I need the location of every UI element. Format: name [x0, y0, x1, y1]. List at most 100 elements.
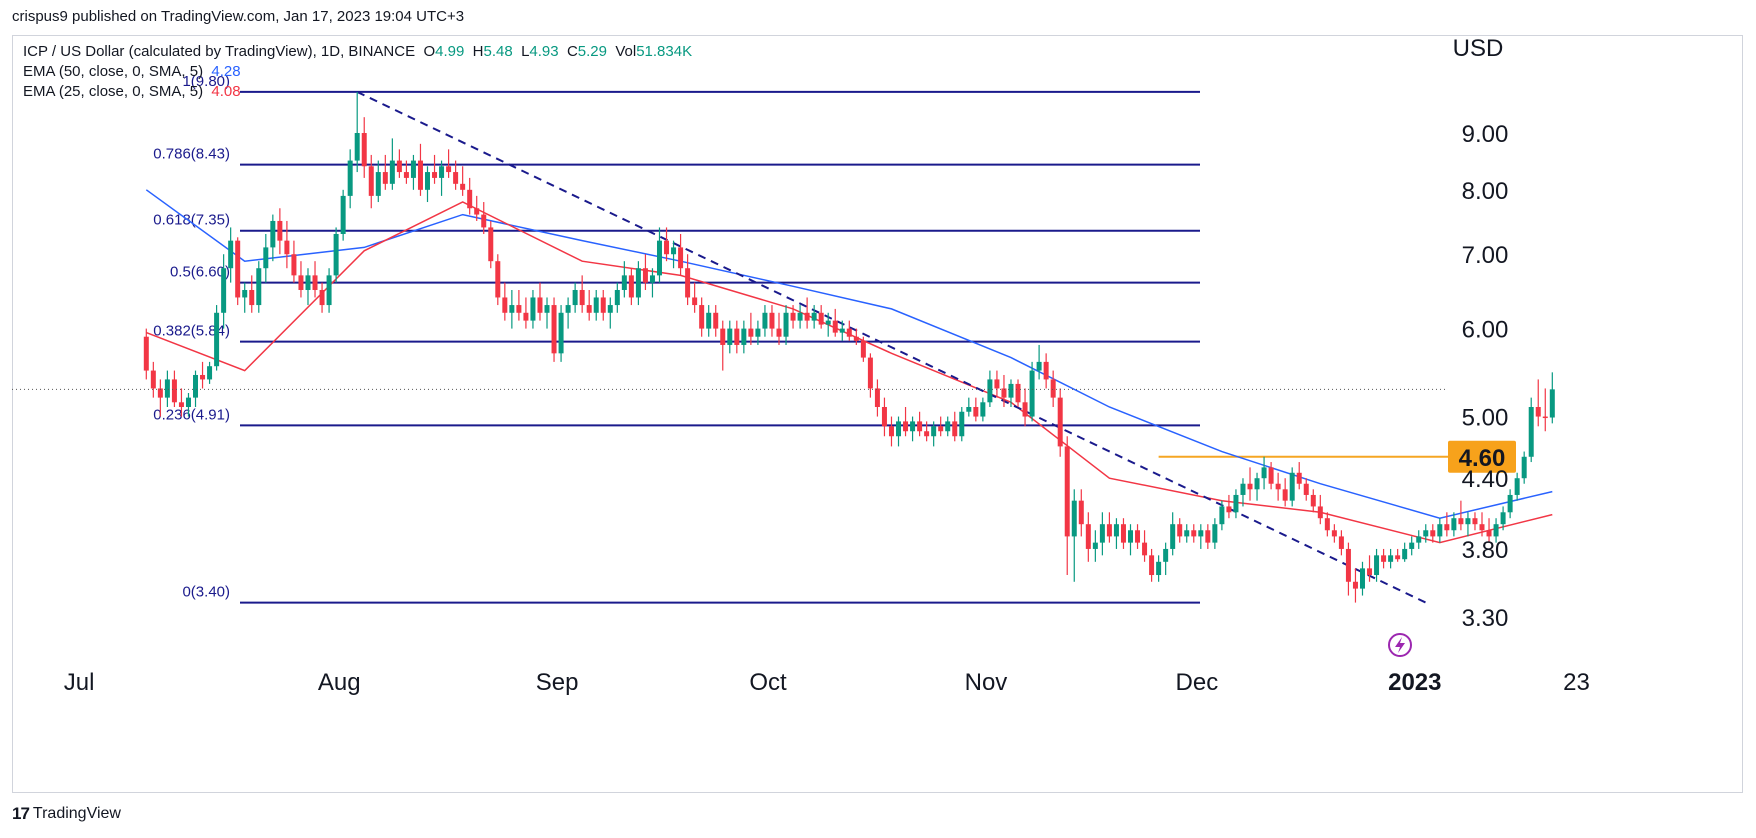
candle[interactable]: [664, 227, 670, 262]
candle[interactable]: [621, 261, 627, 298]
candle[interactable]: [797, 305, 803, 329]
candle[interactable]: [741, 320, 747, 354]
candle[interactable]: [846, 320, 852, 341]
candle[interactable]: [692, 282, 698, 313]
candle[interactable]: [509, 289, 515, 329]
candle[interactable]: [544, 297, 550, 329]
candle[interactable]: [214, 305, 220, 371]
candle[interactable]: [1535, 379, 1541, 427]
candle[interactable]: [326, 268, 332, 313]
candle[interactable]: [973, 397, 979, 422]
candle[interactable]: [537, 282, 543, 321]
candle[interactable]: [1036, 344, 1042, 380]
candle[interactable]: [474, 195, 480, 221]
candle[interactable]: [1226, 494, 1232, 519]
candle[interactable]: [1142, 530, 1148, 562]
candle[interactable]: [1254, 472, 1260, 501]
candle[interactable]: [523, 297, 529, 329]
candle[interactable]: [867, 353, 873, 398]
candle[interactable]: [762, 305, 768, 337]
candle[interactable]: [1542, 388, 1548, 432]
candle[interactable]: [164, 370, 170, 407]
candle[interactable]: [881, 397, 887, 437]
candle[interactable]: [263, 233, 269, 283]
candle[interactable]: [530, 289, 536, 329]
candle[interactable]: [375, 160, 381, 203]
candle[interactable]: [656, 227, 662, 283]
candle[interactable]: [1493, 518, 1499, 543]
candle[interactable]: [446, 149, 452, 178]
candle[interactable]: [910, 416, 916, 442]
candle[interactable]: [1064, 436, 1070, 576]
candle[interactable]: [769, 305, 775, 337]
candle[interactable]: [270, 214, 276, 262]
candle[interactable]: [1247, 467, 1253, 501]
candle[interactable]: [607, 297, 613, 329]
ema50-row[interactable]: EMA (50, close, 0, SMA, 5) 4.28: [23, 62, 692, 82]
ema50-line[interactable]: [145, 189, 1553, 519]
candle[interactable]: [642, 254, 648, 290]
candle[interactable]: [1528, 397, 1534, 463]
candle[interactable]: [1521, 451, 1527, 484]
candle[interactable]: [1163, 542, 1169, 576]
candle[interactable]: [1050, 370, 1056, 407]
candle[interactable]: [340, 189, 346, 241]
candle[interactable]: [804, 297, 810, 329]
candle[interactable]: [1465, 512, 1471, 537]
candle[interactable]: [389, 138, 395, 190]
candle[interactable]: [207, 361, 213, 384]
candle[interactable]: [853, 328, 859, 345]
candle[interactable]: [734, 320, 740, 354]
candle[interactable]: [1085, 512, 1091, 562]
candle[interactable]: [1219, 500, 1225, 531]
candle[interactable]: [685, 254, 691, 306]
candle[interactable]: [305, 268, 311, 306]
candle[interactable]: [966, 397, 972, 417]
candle[interactable]: [256, 261, 262, 313]
candle[interactable]: [1233, 489, 1239, 519]
candle[interactable]: [671, 240, 677, 269]
candle[interactable]: [171, 370, 177, 407]
candle[interactable]: [565, 297, 571, 329]
candle[interactable]: [1184, 524, 1190, 543]
candle[interactable]: [938, 416, 944, 437]
candle[interactable]: [1388, 548, 1394, 569]
candle[interactable]: [221, 254, 227, 329]
candle[interactable]: [1170, 512, 1176, 556]
candle[interactable]: [1261, 456, 1267, 490]
candle[interactable]: [790, 305, 796, 329]
candle[interactable]: [917, 411, 923, 437]
symbol-title[interactable]: ICP / US Dollar (calculated by TradingVi…: [23, 43, 416, 60]
candle[interactable]: [1282, 478, 1288, 507]
candle[interactable]: [1177, 518, 1183, 543]
candle[interactable]: [572, 282, 578, 313]
candle[interactable]: [1507, 489, 1513, 519]
candle[interactable]: [980, 397, 986, 422]
candle[interactable]: [488, 220, 494, 269]
candle[interactable]: [579, 275, 585, 313]
candle[interactable]: [706, 305, 712, 337]
candle[interactable]: [1268, 462, 1274, 490]
candle[interactable]: [1120, 518, 1126, 549]
candle[interactable]: [361, 117, 367, 178]
candle[interactable]: [467, 177, 473, 215]
candle[interactable]: [1078, 489, 1084, 537]
candle[interactable]: [291, 240, 297, 283]
candle[interactable]: [502, 282, 508, 321]
candle[interactable]: [1367, 555, 1373, 582]
candle[interactable]: [1359, 561, 1365, 596]
candle[interactable]: [410, 154, 416, 190]
candle[interactable]: [860, 336, 866, 362]
candle[interactable]: [1022, 388, 1028, 427]
candle[interactable]: [1198, 524, 1204, 549]
candle[interactable]: [1205, 524, 1211, 549]
candle[interactable]: [1374, 548, 1380, 582]
candle[interactable]: [228, 227, 234, 283]
candle[interactable]: [1057, 388, 1063, 457]
candle[interactable]: [1212, 518, 1218, 549]
candle[interactable]: [1409, 536, 1415, 556]
candle[interactable]: [755, 320, 761, 345]
candle[interactable]: [1549, 372, 1555, 424]
candle[interactable]: [417, 143, 423, 196]
candle[interactable]: [1310, 489, 1316, 513]
